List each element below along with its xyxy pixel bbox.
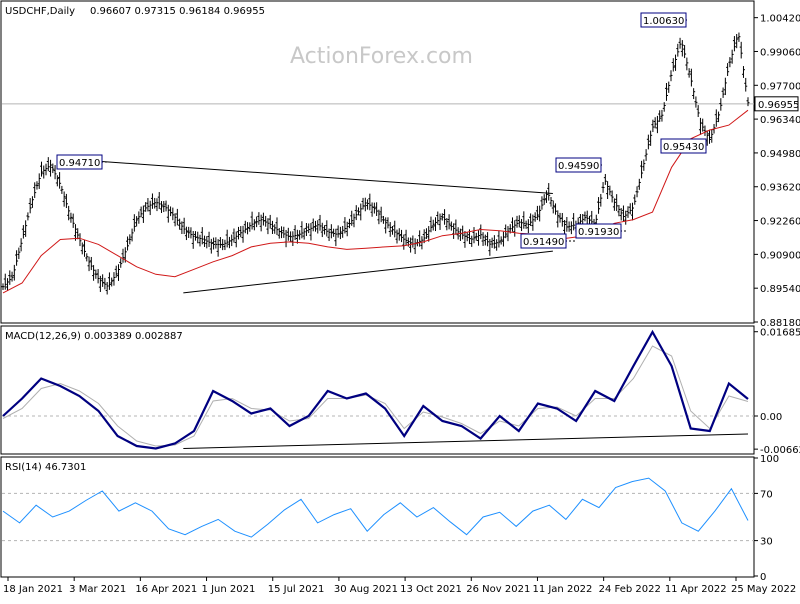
- macd-marks: [2, 329, 754, 450]
- macd-label: MACD(12,26,9) 0.003389 0.002887: [5, 331, 183, 342]
- macd-line: [2, 329, 749, 450]
- annotation-label: 0.91930: [578, 227, 619, 238]
- price-tick-label: 0.92260: [760, 217, 800, 228]
- rsi-tick-label: 30: [760, 537, 773, 548]
- annotation-box: [555, 157, 602, 173]
- x-tick-label: 26 Nov 2021: [466, 584, 530, 595]
- macd-tick-label: -0.006629: [760, 445, 800, 456]
- rsi-line: [2, 477, 749, 538]
- x-tick-label: 15 Jul 2021: [268, 584, 325, 595]
- x-tick-label: 1 Jun 2021: [202, 584, 256, 595]
- price-marks: 0.94710 0.94590 1.00630 0.95430 0.91490 0.919…: [1, 12, 754, 295]
- moving-average-line: [2, 109, 749, 294]
- x-tick-label: 11 Jan 2022: [532, 584, 592, 595]
- x-tick-label: 18 Jan 2021: [3, 584, 63, 595]
- annotation-box: [660, 138, 707, 154]
- annotation-label: 0.94710: [59, 158, 100, 169]
- rsi-marks: [2, 477, 754, 542]
- last-price-box: [754, 96, 799, 112]
- annotation-box: [56, 154, 103, 170]
- macd-tick-label: 0.016856: [760, 328, 800, 339]
- rsi-tick-label: 70: [760, 489, 773, 500]
- x-tick-label: 3 Mar 2021: [69, 584, 126, 595]
- price-tick-label: 0.97700: [760, 81, 800, 92]
- axis-marks: 1.00420 0.99060 0.97700 0.96340 0.94980 0.936…: [3, 14, 800, 595]
- macd-trendline: [183, 433, 749, 449]
- annotation-label: 0.91490: [523, 237, 564, 248]
- macd-signal-line: [2, 345, 749, 447]
- ohlc-header: 0.96607 0.97315 0.96184 0.96955: [90, 6, 265, 17]
- price-tick-label: 0.94980: [760, 149, 800, 160]
- annotation-label: 0.95430: [663, 142, 704, 153]
- price-tick-label: 0.90900: [760, 250, 800, 261]
- annotation-box: [640, 12, 687, 28]
- rsi-panel: [0, 456, 755, 578]
- price-tick-label: 0.89540: [760, 284, 800, 295]
- annotation-box: [520, 233, 567, 249]
- chart-title: USDCHF,Daily: [5, 6, 75, 17]
- price-tick-label: 0.99060: [760, 47, 800, 58]
- rsi-tick-label: 0: [760, 572, 766, 583]
- x-tick-label: 30 Aug 2021: [334, 584, 398, 595]
- rsi-label: RSI(14) 46.7301: [5, 462, 86, 473]
- price-trendline: [75, 159, 553, 194]
- price-panel: [0, 0, 755, 324]
- price-tick-label: 0.93620: [760, 183, 800, 194]
- x-tick-label: 11 Apr 2022: [665, 584, 727, 595]
- x-tick-label: 25 May 2022: [731, 584, 796, 595]
- x-tick-label: 16 Apr 2021: [135, 584, 197, 595]
- macd-tick-label: 0.00: [760, 412, 782, 423]
- annotation-label: 1.00630: [643, 16, 684, 27]
- price-tick-label: 1.00420: [760, 14, 800, 25]
- last-price-label: 0.96955: [758, 100, 799, 111]
- x-tick-label: 13 Oct 2021: [400, 584, 462, 595]
- watermark: ActionForex.com: [290, 44, 473, 69]
- macd-panel: [0, 325, 755, 455]
- annotation-label: 0.94590: [558, 161, 599, 172]
- annotation-box: [575, 223, 622, 239]
- x-tick-label: 24 Feb 2022: [599, 584, 661, 595]
- price-trendline: [183, 250, 553, 294]
- rsi-tick-label: 100: [760, 454, 779, 465]
- price-tick-label: 0.88180: [760, 318, 800, 329]
- price-tick-label: 0.96340: [760, 115, 800, 126]
